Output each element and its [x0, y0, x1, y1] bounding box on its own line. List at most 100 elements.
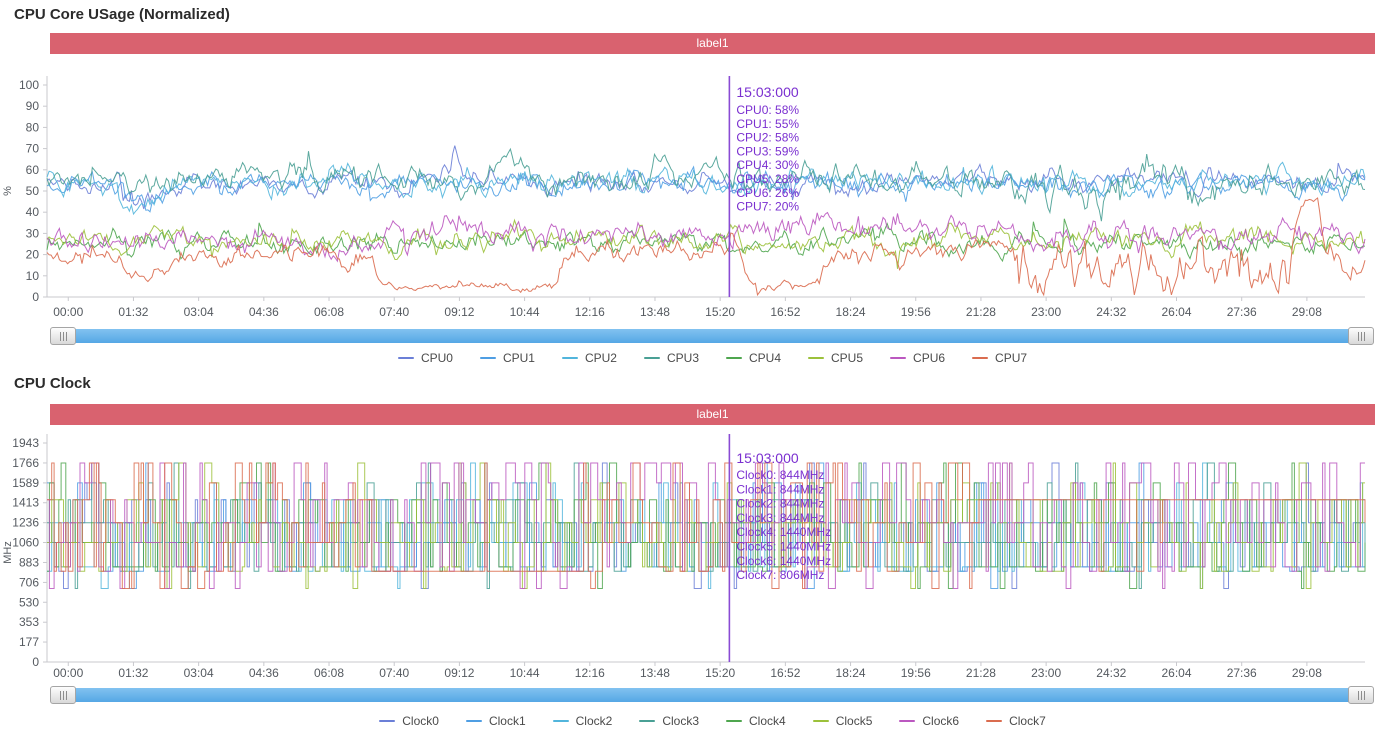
y-tick-label: 177: [19, 635, 39, 649]
legend-marker: [465, 719, 482, 723]
x-tick-label: 07:40: [379, 305, 409, 319]
x-tick-label: 15:20: [705, 666, 735, 680]
legend-item-cpu2[interactable]: CPU2: [561, 351, 617, 365]
grip-icon: [62, 690, 64, 700]
x-tick-label: 03:04: [184, 666, 214, 680]
x-tick-label: 19:56: [901, 305, 931, 319]
y-tick-label: 100: [19, 78, 39, 92]
scrollbar-left-handle[interactable]: [50, 686, 76, 704]
x-tick-label: 27:36: [1227, 666, 1257, 680]
legend-marker: [561, 356, 578, 360]
series-Clock7-line: [47, 462, 1366, 589]
scrollbar-track[interactable]: [75, 329, 1349, 343]
scrollbar-right-handle[interactable]: [1348, 686, 1374, 704]
x-tick-label: 12:16: [575, 305, 605, 319]
series-CPU3-line: [46, 147, 1366, 222]
legend-label: CPU3: [666, 351, 699, 365]
x-tick-label: 09:12: [444, 305, 474, 319]
cpu-usage-legend: CPU0 CPU1 CPU2 CPU3 CPU4 CPU5 CPU6 CPU7: [50, 351, 1375, 365]
scrollbar-left-handle[interactable]: [50, 327, 76, 345]
tooltip-value-line: Clock5: 1440MHz: [736, 540, 831, 554]
x-tick-label: 07:40: [379, 666, 409, 680]
cpu-usage-scrollbar[interactable]: [50, 327, 1374, 345]
legend-item-cpu0[interactable]: CPU0: [397, 351, 453, 365]
x-tick-label: 24:32: [1096, 666, 1126, 680]
y-tick-label: 883: [19, 555, 39, 569]
legend-item-cpu4[interactable]: CPU4: [726, 351, 781, 365]
tooltip-value-line: Clock1: 844MHz: [736, 482, 824, 496]
y-tick-label: 90: [26, 99, 40, 113]
y-axis-label: MHz: [2, 541, 14, 564]
tooltip-value-line: Clock2: 844MHz: [736, 497, 824, 511]
legend-item-cpu3[interactable]: CPU3: [643, 351, 699, 365]
legend-marker: [890, 356, 907, 360]
legend-label: Clock6: [922, 714, 960, 728]
series-CPU5-line: [46, 218, 1366, 269]
legend-label: Clock3: [662, 714, 699, 728]
legend-item-clock1[interactable]: Clock1: [465, 714, 526, 728]
y-tick-label: 706: [19, 575, 39, 589]
legend-marker: [552, 719, 569, 723]
legend-label: Clock2: [575, 714, 613, 728]
x-tick-label: 04:36: [249, 305, 279, 319]
x-tick-label: 23:00: [1031, 666, 1061, 680]
x-tick-label: 18:24: [836, 666, 866, 680]
legend-marker: [643, 356, 660, 360]
x-tick-label: 12:16: [575, 666, 605, 680]
legend-item-clock0[interactable]: Clock0: [379, 714, 439, 728]
legend-item-cpu7[interactable]: CPU7: [972, 351, 1027, 365]
legend-item-clock7[interactable]: Clock7: [986, 714, 1046, 728]
legend-label: Clock5: [835, 714, 873, 728]
y-axis-label: %: [2, 186, 14, 196]
x-tick-label: 18:24: [836, 305, 866, 319]
legend-item-cpu5[interactable]: CPU5: [808, 351, 863, 365]
legend-label: CPU5: [831, 351, 864, 365]
y-tick-label: 10: [26, 269, 40, 283]
cpu-clock-scrollbar[interactable]: [50, 686, 1374, 704]
y-tick-label: 1766: [12, 456, 39, 470]
legend-label: Clock0: [402, 714, 439, 728]
grip-icon: [1357, 331, 1359, 341]
legend-item-clock3[interactable]: Clock3: [639, 714, 699, 728]
legend-marker: [397, 356, 414, 360]
tooltip-value-line: CPU3: 59%: [736, 144, 799, 158]
x-tick-label: 01:32: [118, 305, 148, 319]
legend-marker: [899, 719, 916, 723]
x-tick-label: 09:12: [444, 666, 474, 680]
y-tick-label: 80: [26, 120, 40, 134]
x-tick-label: 03:04: [184, 305, 214, 319]
legend-label: CPU7: [995, 351, 1028, 365]
grip-icon: [65, 690, 67, 700]
legend-marker: [479, 356, 496, 360]
cpu-usage-chart[interactable]: 0 10 20 30 40 50 60 70 80 90 100% 00:00 01:32 03:04 04…: [0, 58, 1399, 326]
x-tick-label: 27:36: [1227, 305, 1257, 319]
y-tick-label: 353: [19, 615, 39, 629]
legend-item-clock4[interactable]: Clock4: [726, 714, 786, 728]
cpu-clock-label-banner[interactable]: label1: [50, 404, 1375, 425]
y-tick-label: 1943: [12, 436, 39, 450]
legend-label: CPU6: [913, 351, 946, 365]
legend-item-clock5[interactable]: Clock5: [812, 714, 873, 728]
grip-icon: [1357, 690, 1359, 700]
x-tick-label: 06:08: [314, 666, 344, 680]
cpu-clock-chart[interactable]: 0 177 353 530 706 883 1060 1236 1413 1589 1766 1943…: [0, 429, 1399, 697]
legend-label: Clock1: [488, 714, 526, 728]
legend-item-cpu6[interactable]: CPU6: [890, 351, 945, 365]
x-tick-label: 21:28: [966, 305, 996, 319]
tooltip-time-label: 15:03:000: [736, 84, 798, 100]
legend-label: CPU2: [584, 351, 617, 365]
scrollbar-track[interactable]: [75, 688, 1349, 702]
legend-label: Clock4: [749, 714, 786, 728]
legend-item-clock2[interactable]: Clock2: [552, 714, 613, 728]
x-tick-label: 19:56: [901, 666, 931, 680]
grip-icon: [59, 331, 61, 341]
cpu-usage-label-banner[interactable]: label1: [50, 33, 1375, 54]
x-tick-label: 26:04: [1161, 305, 1191, 319]
legend-marker: [726, 356, 742, 360]
y-tick-label: 0: [32, 655, 39, 669]
legend-item-cpu1[interactable]: CPU1: [479, 351, 535, 365]
legend-item-clock6[interactable]: Clock6: [899, 714, 959, 728]
series-Clock6-line: [47, 462, 1365, 589]
scrollbar-right-handle[interactable]: [1348, 327, 1374, 345]
y-tick-label: 1413: [12, 496, 39, 510]
